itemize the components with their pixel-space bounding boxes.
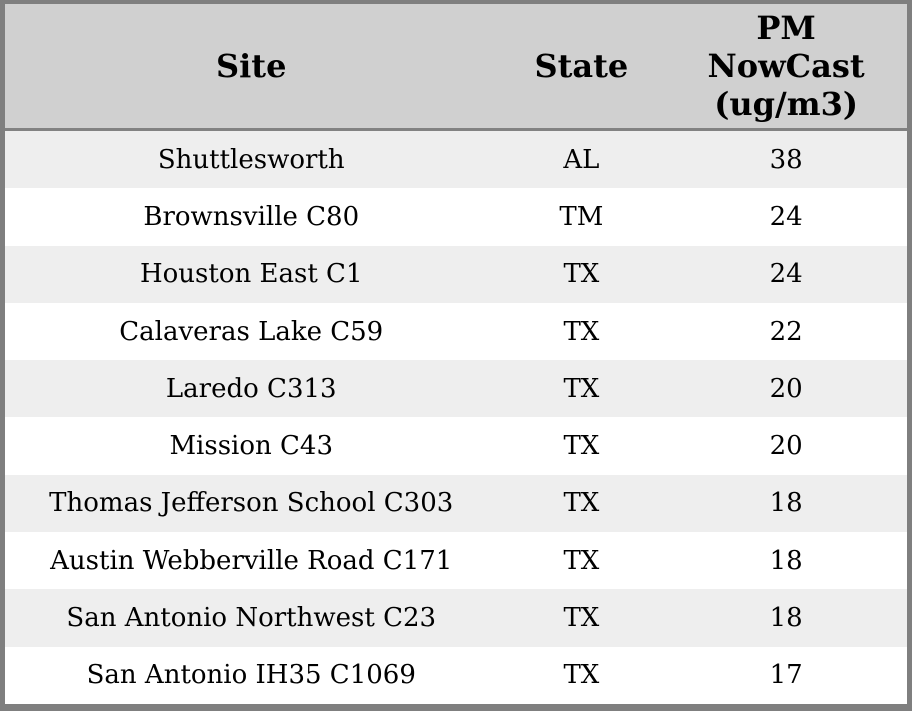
table-row: Austin Webberville Road C171 TX 18 xyxy=(5,532,907,590)
pm-cell: 20 xyxy=(769,431,803,462)
site-cell: Mission C43 xyxy=(169,431,334,462)
table-row: Shuttlesworth AL 38 xyxy=(5,131,907,189)
pm-cell: 38 xyxy=(769,144,803,175)
table-row: Calaveras Lake C59 TX 22 xyxy=(5,302,907,361)
column-header-pm-nowcast: PM NowCast (ug/m3) xyxy=(665,9,907,123)
pm-cell: 18 xyxy=(769,603,803,634)
site-cell: Houston East C1 xyxy=(139,259,363,290)
table-row: Houston East C1 TX 24 xyxy=(5,245,907,303)
column-header-pm-nowcast-label: PM NowCast (ug/m3) xyxy=(707,9,865,123)
site-cell: San Antonio IH35 C1069 xyxy=(86,660,416,691)
column-header-state: State xyxy=(534,47,629,85)
state-cell: TX xyxy=(563,545,600,576)
pm-cell: 18 xyxy=(769,488,803,519)
site-cell: San Antonio Northwest C23 xyxy=(66,603,437,634)
site-cell: Brownsville C80 xyxy=(143,201,360,232)
state-cell: TX xyxy=(563,259,600,290)
pm-cell: 22 xyxy=(769,316,803,347)
site-cell: Austin Webberville Road C171 xyxy=(50,545,453,576)
pm-cell: 18 xyxy=(769,545,803,576)
table-row: Mission C43 TX 20 xyxy=(5,417,907,475)
pm-cell: 24 xyxy=(769,259,803,290)
column-header-site: Site xyxy=(216,47,287,85)
site-cell: Shuttlesworth xyxy=(157,144,345,175)
site-cell: Calaveras Lake C59 xyxy=(119,316,384,347)
state-cell: TX xyxy=(563,603,600,634)
table-row: Brownsville C80 TM 24 xyxy=(5,188,907,246)
state-cell: TX xyxy=(563,488,600,519)
state-cell: TX xyxy=(563,660,600,691)
site-cell: Laredo C313 xyxy=(165,373,337,404)
table-header-row: Site State PM NowCast (ug/m3) xyxy=(5,4,907,131)
state-cell: TM xyxy=(559,201,604,232)
pm-cell: 24 xyxy=(769,201,803,232)
pm-cell: 20 xyxy=(769,373,803,404)
state-cell: TX xyxy=(563,316,600,347)
table-row: San Antonio Northwest C23 TX 18 xyxy=(5,589,907,647)
state-cell: AL xyxy=(563,144,600,175)
state-cell: TX xyxy=(563,431,600,462)
table-row: San Antonio IH35 C1069 TX 17 xyxy=(5,646,907,704)
site-cell: Thomas Jefferson School C303 xyxy=(49,488,454,519)
table-row: Thomas Jefferson School C303 TX 18 xyxy=(5,474,907,533)
pm-cell: 17 xyxy=(769,660,803,691)
state-cell: TX xyxy=(563,373,600,404)
table-row: Laredo C313 TX 20 xyxy=(5,360,907,418)
table-body: Shuttlesworth AL 38 Brownsville C80 TM 2… xyxy=(5,131,907,704)
